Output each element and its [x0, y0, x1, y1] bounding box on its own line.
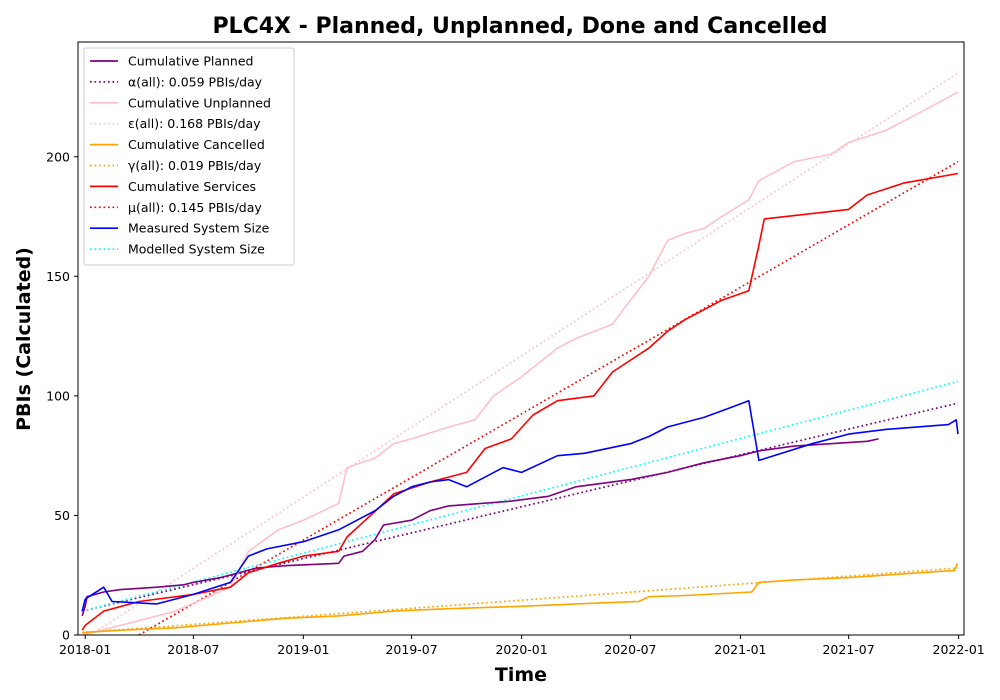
y-axis: 0 50 100 150 200: [46, 149, 78, 643]
y-axis-label: PBIs (Calculated): [13, 247, 35, 431]
legend-label: Cumulative Services: [128, 179, 256, 194]
legend-label: Modelled System Size: [128, 242, 265, 257]
x-tick-label: 2021-07: [822, 642, 874, 657]
x-tick-label: 2020-07: [604, 642, 656, 657]
legend-label: Cumulative Unplanned: [128, 95, 271, 110]
legend-label: α(all): 0.059 PBIs/day: [128, 74, 263, 89]
plot-frame: [77, 41, 965, 636]
series-6-cumulative-services-line: [81, 172, 959, 631]
x-tick-label: 2019-07: [385, 642, 437, 657]
chart-title: PLC4X - Planned, Unplanned, Done and Can…: [212, 14, 827, 39]
series-8-measured-system-size-line: [81, 399, 959, 612]
x-axis: 2018-01 2018-07 2019-01 2019-07 2020-01 2020-…: [59, 635, 985, 657]
series-4-cumulative-cancelled-line: [82, 562, 959, 634]
x-tick-label: 2021-01: [714, 642, 766, 657]
y-tick-label: 100: [46, 388, 70, 403]
legend-label: Measured System Size: [128, 221, 270, 236]
x-tick-label: 2018-01: [59, 642, 111, 657]
series-0-cumulative-planned-line: [81, 438, 879, 617]
legend-box: [83, 47, 295, 266]
x-tick-label: 2020-01: [495, 642, 547, 657]
y-tick-label: 200: [46, 149, 70, 164]
legend-label: Cumulative Planned: [128, 54, 253, 69]
series-1-all-0-059-pbis-day-line: [82, 402, 959, 612]
y-tick-label: 0: [62, 628, 70, 643]
legend-label: ε(all): 0.168 PBIs/day: [128, 116, 261, 131]
x-axis-label: Time: [495, 664, 547, 686]
x-tick-label: 2022-01: [933, 642, 985, 657]
x-tick-label: 2018-07: [167, 642, 219, 657]
series-7-all-0-145-pbis-day-line: [138, 160, 959, 635]
series-2-cumulative-unplanned-line: [82, 91, 959, 635]
series-3-all-0-168-pbis-day-line: [90, 72, 959, 635]
legend: Cumulative Planned α(all): 0.059 PBIs/day…: [83, 47, 295, 266]
x-tick-label: 2019-01: [277, 642, 329, 657]
legend-label: Cumulative Cancelled: [128, 137, 265, 152]
y-tick-label: 150: [46, 269, 70, 284]
legend-label: μ(all): 0.145 PBIs/day: [128, 200, 262, 215]
legend-label: γ(all): 0.019 PBIs/day: [128, 158, 262, 173]
series-layer: [81, 72, 959, 635]
y-tick-label: 50: [54, 508, 70, 523]
